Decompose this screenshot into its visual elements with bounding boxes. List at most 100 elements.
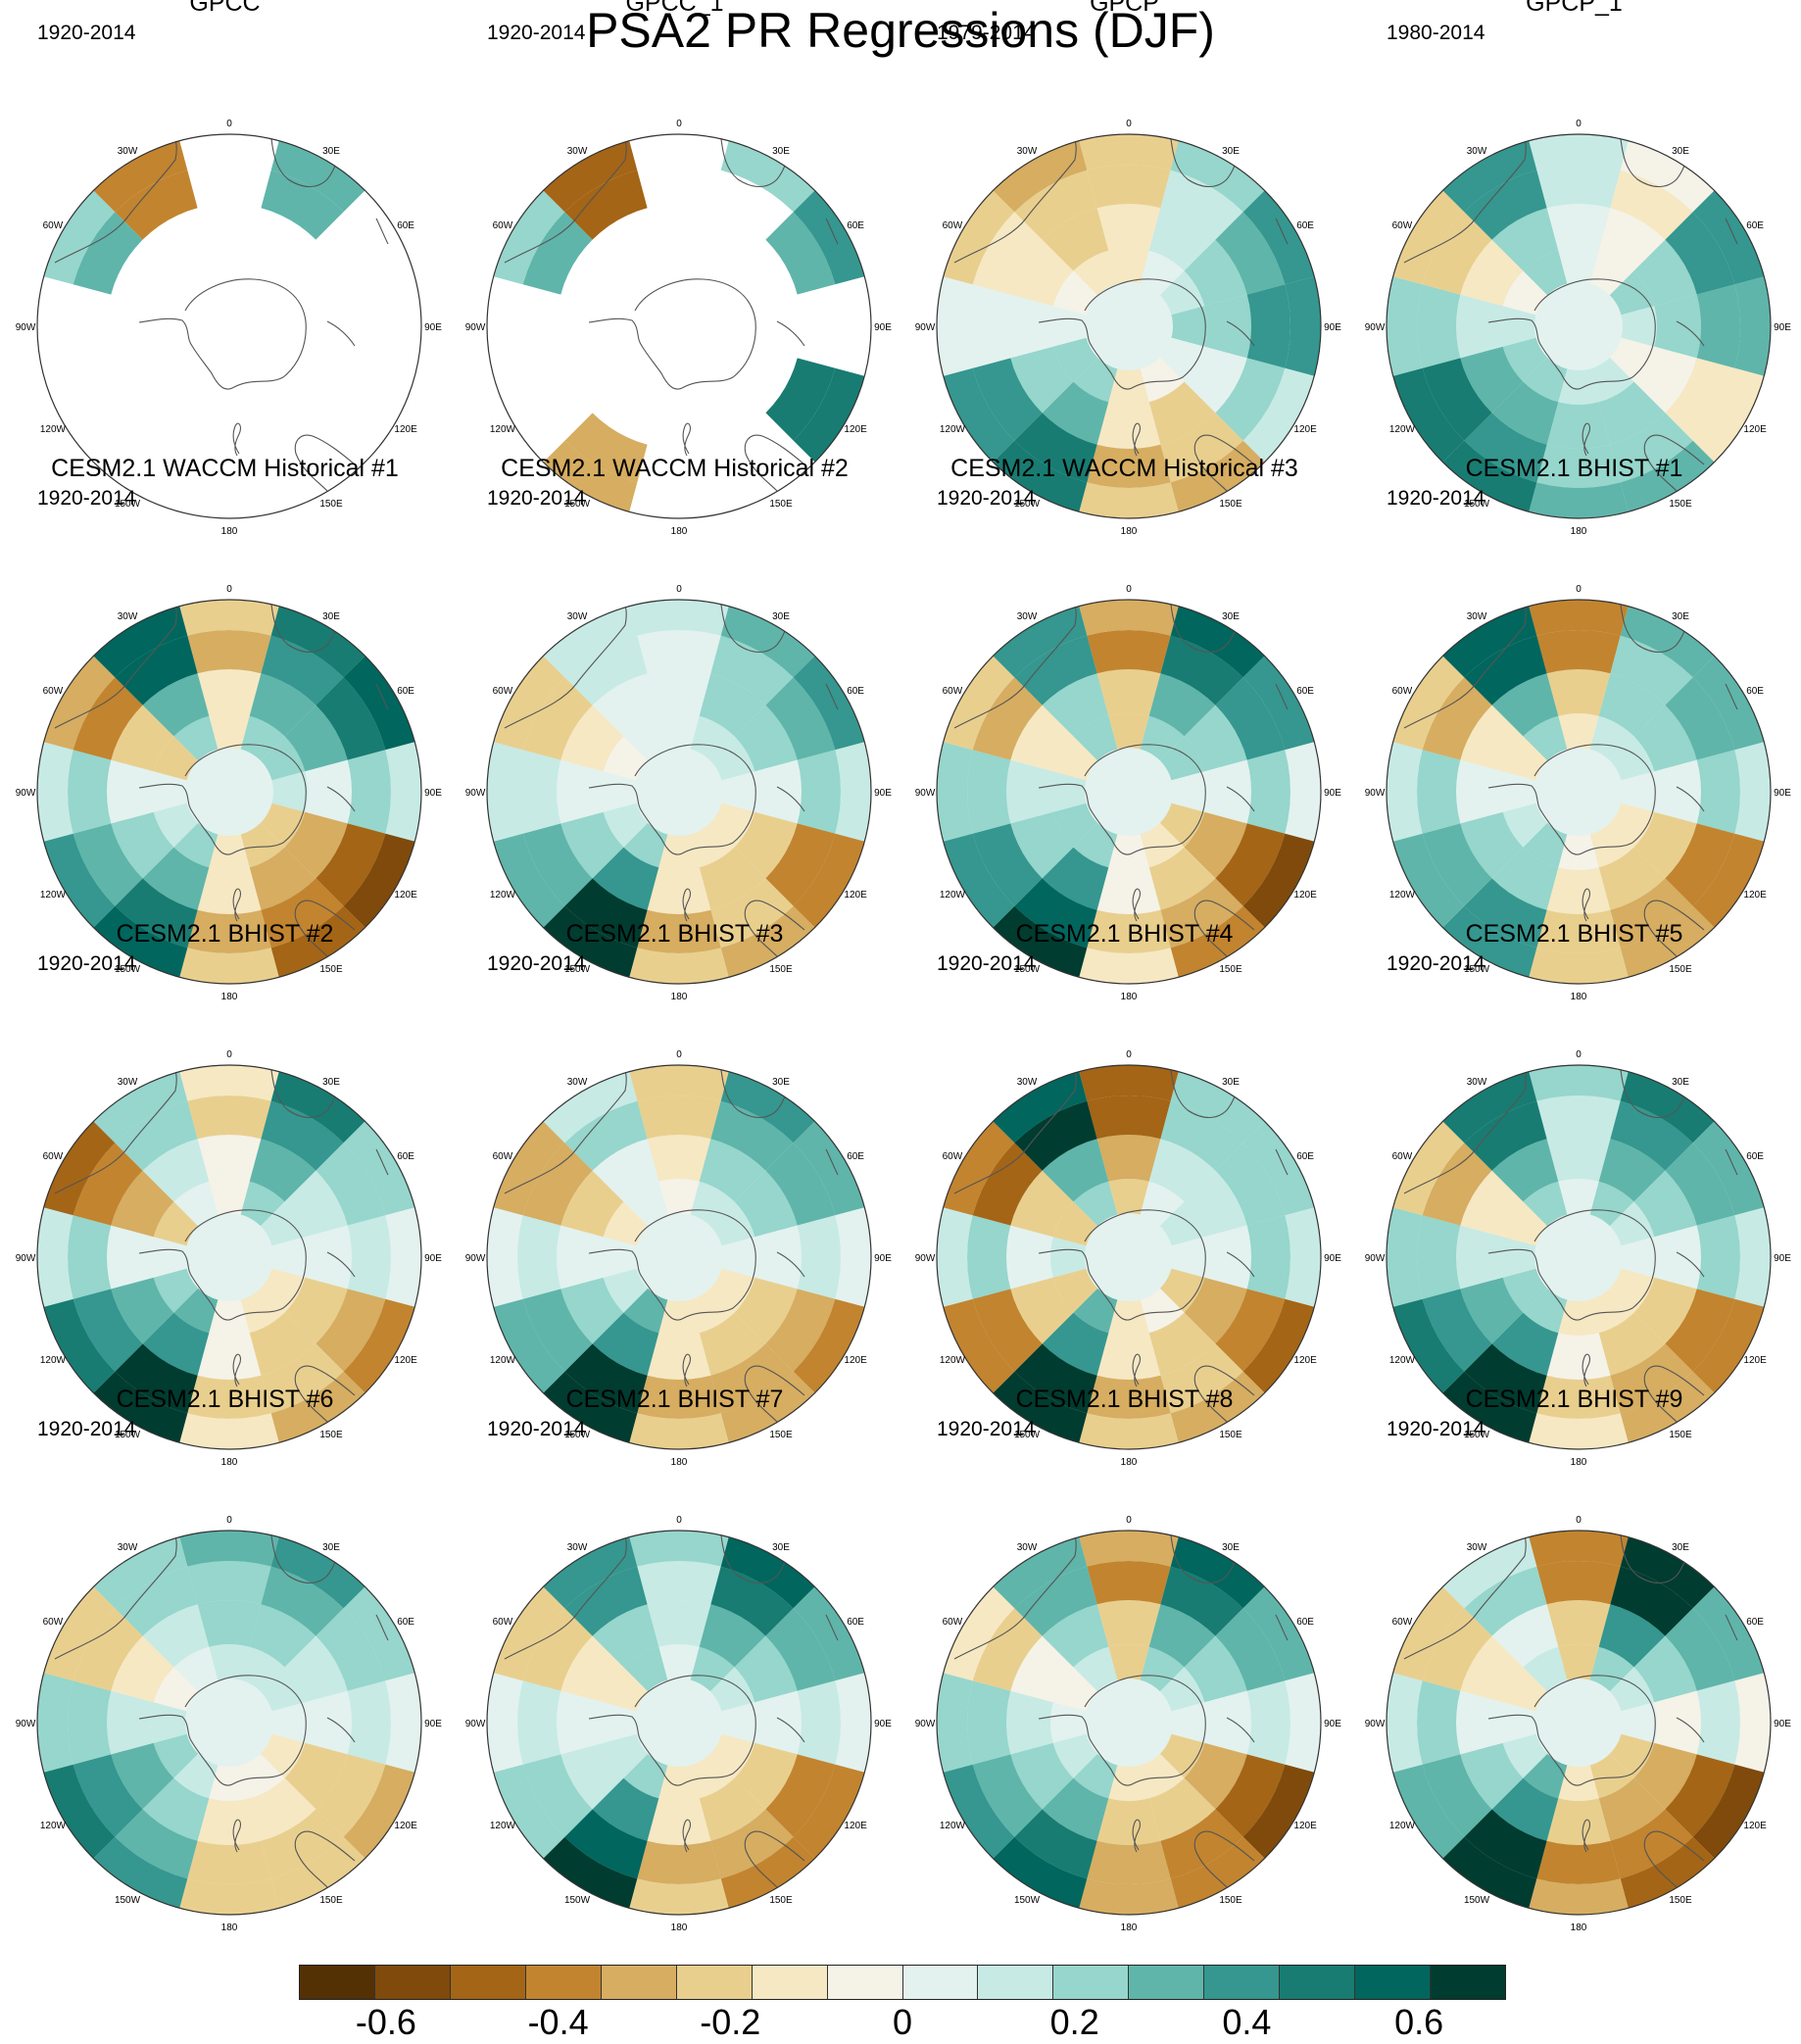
field-cell <box>1215 1143 1286 1226</box>
pole-cap <box>1085 1679 1173 1767</box>
panel-title: CESM2.1 BHIST #9 <box>1465 1386 1683 1413</box>
field-cell <box>699 1312 766 1376</box>
field-cell <box>257 1667 306 1713</box>
map-panel: GPCC_1 1920-2014 0 30E 60E 90E 120E 150E 180 150W… <box>450 0 900 537</box>
longitude-label: 60E <box>1746 686 1764 697</box>
field-cell <box>1598 1139 1666 1202</box>
field-cell <box>1148 847 1216 910</box>
field-cell <box>658 1760 700 1801</box>
field-cell <box>1439 602 1537 678</box>
panel-period: 1920-2014 <box>1387 487 1485 510</box>
longitude-label: 120E <box>1743 1355 1767 1366</box>
field-cell <box>1546 867 1611 914</box>
field-cell <box>343 1764 419 1862</box>
field-cell <box>1523 819 1569 868</box>
map-border <box>486 599 872 985</box>
field-cell <box>1536 165 1621 209</box>
longitude-label: 30E <box>1222 1542 1240 1553</box>
field-cell <box>111 1742 174 1810</box>
pole-cap <box>635 748 723 836</box>
longitude-label: 120E <box>1293 1355 1317 1366</box>
field-cell <box>270 905 368 982</box>
pole-cap <box>185 748 273 836</box>
field-cell <box>1422 1143 1492 1226</box>
field-cell <box>249 381 316 445</box>
field-cell <box>1536 444 1621 488</box>
map-panel: CESM2.1 BHIST #2 1920-2014 0 30E 60E 90E 120E 1… <box>0 919 450 1468</box>
field-cell <box>1242 367 1319 465</box>
field-cell <box>1536 630 1621 674</box>
field-cell <box>1528 134 1630 170</box>
map-border <box>36 1530 422 1916</box>
panel-period: 1920-2014 <box>37 952 136 975</box>
field-cell <box>1285 741 1321 843</box>
field-cell <box>1148 1604 1216 1668</box>
longitude-label: 120W <box>40 1355 67 1366</box>
field-cell <box>522 1289 593 1372</box>
field-cell <box>517 1215 561 1299</box>
longitude-label: 60W <box>43 1151 64 1162</box>
longitude-label: 30W <box>567 146 588 157</box>
field-cell <box>628 482 730 518</box>
field-cell <box>39 1764 116 1862</box>
field-cell <box>623 715 669 764</box>
field-cell <box>111 1277 174 1344</box>
field-cell <box>142 1604 210 1668</box>
panel-title: CESM2.1 WACCM Historical #1 <box>51 455 399 482</box>
longitude-label: 150E <box>769 499 793 510</box>
field-cell <box>1456 1690 1503 1755</box>
field-cell <box>1388 1764 1465 1862</box>
field-cell <box>1148 208 1216 271</box>
longitude-label: 30E <box>1672 146 1689 157</box>
field-cell <box>257 736 306 782</box>
map-panel: CESM2.1 BHIST #9 1920-2014 0 30E 60E 90E 120E 1… <box>1349 1385 1799 1933</box>
longitude-label: 180 <box>671 992 688 1002</box>
field-cell <box>239 1285 285 1334</box>
field-cell <box>990 1836 1088 1913</box>
field-cell <box>1502 1267 1551 1313</box>
coastline <box>1487 1675 1656 1786</box>
field-cell <box>209 1644 250 1685</box>
field-cell <box>270 136 368 213</box>
field-cell <box>1096 1135 1161 1182</box>
longitude-label: 60E <box>847 220 864 231</box>
field-cell <box>1588 1646 1634 1695</box>
field-cell <box>1052 802 1101 848</box>
coastline <box>1193 900 1255 957</box>
longitude-label: 120E <box>1743 424 1767 435</box>
field-cell <box>699 847 766 910</box>
longitude-label: 150W <box>115 499 141 510</box>
field-cell <box>1087 1095 1171 1140</box>
field-cell <box>972 1754 1043 1837</box>
field-cell <box>1087 1840 1171 1884</box>
field-cell <box>1460 705 1524 772</box>
longitude-label: 120W <box>40 424 67 435</box>
coastline <box>294 900 356 957</box>
coastline <box>326 320 356 347</box>
field-cell <box>1166 306 1207 347</box>
field-cell <box>142 1139 210 1202</box>
field-cell <box>592 1312 659 1376</box>
field-cell <box>647 1798 711 1845</box>
longitude-label: 90W <box>915 788 936 799</box>
field-cell <box>658 248 700 289</box>
longitude-label: 60W <box>1392 686 1413 697</box>
field-cell <box>990 602 1088 678</box>
coastline <box>1487 1209 1656 1321</box>
longitude-label: 90W <box>16 788 36 799</box>
map-panel: GPCC 1920-2014 0 30E 60E 90E 120E 150E 180 150W 12… <box>0 0 450 537</box>
coastline <box>1193 1830 1255 1888</box>
field-cell <box>1439 440 1537 516</box>
field-cell <box>111 1170 174 1238</box>
coastline <box>1487 744 1656 855</box>
field-cell <box>522 358 593 441</box>
coastline <box>825 1148 839 1176</box>
field-cell <box>1087 630 1171 674</box>
field-cell <box>706 1201 755 1247</box>
polar-map: 0 30E 60E 90E 120E 150E 180 150W 120W 90W 60W 30W <box>1365 584 1792 1002</box>
field-cell <box>560 705 624 772</box>
field-cell <box>939 833 1015 931</box>
field-cell <box>1160 1566 1243 1636</box>
longitude-label: 180 <box>1121 526 1138 537</box>
field-cell <box>1558 364 1599 405</box>
